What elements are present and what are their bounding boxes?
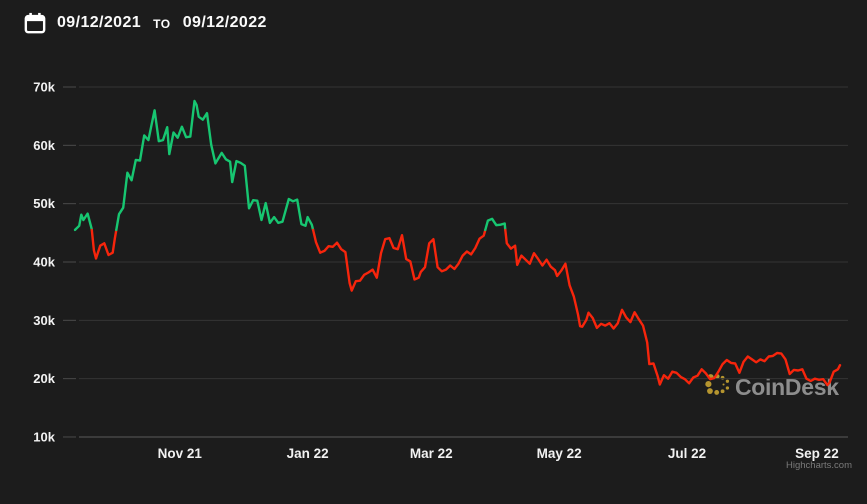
price-line-segment	[484, 217, 507, 232]
coindesk-logo-text: CoinDesk	[735, 373, 839, 400]
price-line-segment	[115, 99, 315, 232]
y-axis-label: 40k	[33, 254, 55, 269]
coindesk-watermark: CoinDesk	[703, 371, 839, 403]
date-to[interactable]: 09/12/2022	[182, 14, 267, 31]
x-axis-label: Jul 22	[668, 446, 706, 461]
x-axis-label: Mar 22	[410, 446, 453, 461]
y-axis-label: 20k	[33, 371, 55, 386]
price-line-segment	[311, 228, 487, 292]
highcharts-credit-link[interactable]: Highcharts.com	[786, 460, 852, 471]
price-line-segment	[90, 228, 118, 260]
x-axis-label: Nov 21	[158, 446, 203, 461]
y-axis-label: 60k	[33, 138, 55, 153]
y-axis-label: 70k	[33, 80, 55, 95]
x-axis-label: Sep 22	[795, 446, 839, 461]
x-axis-label: Jan 22	[287, 446, 329, 461]
price-line-segment	[73, 212, 93, 232]
date-range-picker[interactable]: 09/12/2021 TO 09/12/2022	[24, 12, 267, 34]
price-line-segment	[504, 228, 842, 387]
y-axis-label: 10k	[33, 429, 55, 444]
y-axis-label: 50k	[33, 196, 55, 211]
date-from[interactable]: 09/12/2021	[57, 14, 142, 31]
y-axis-label: 30k	[33, 313, 55, 328]
x-axis-label: May 22	[537, 446, 582, 461]
calendar-icon	[24, 12, 46, 34]
date-range-to-label: TO	[153, 17, 171, 31]
